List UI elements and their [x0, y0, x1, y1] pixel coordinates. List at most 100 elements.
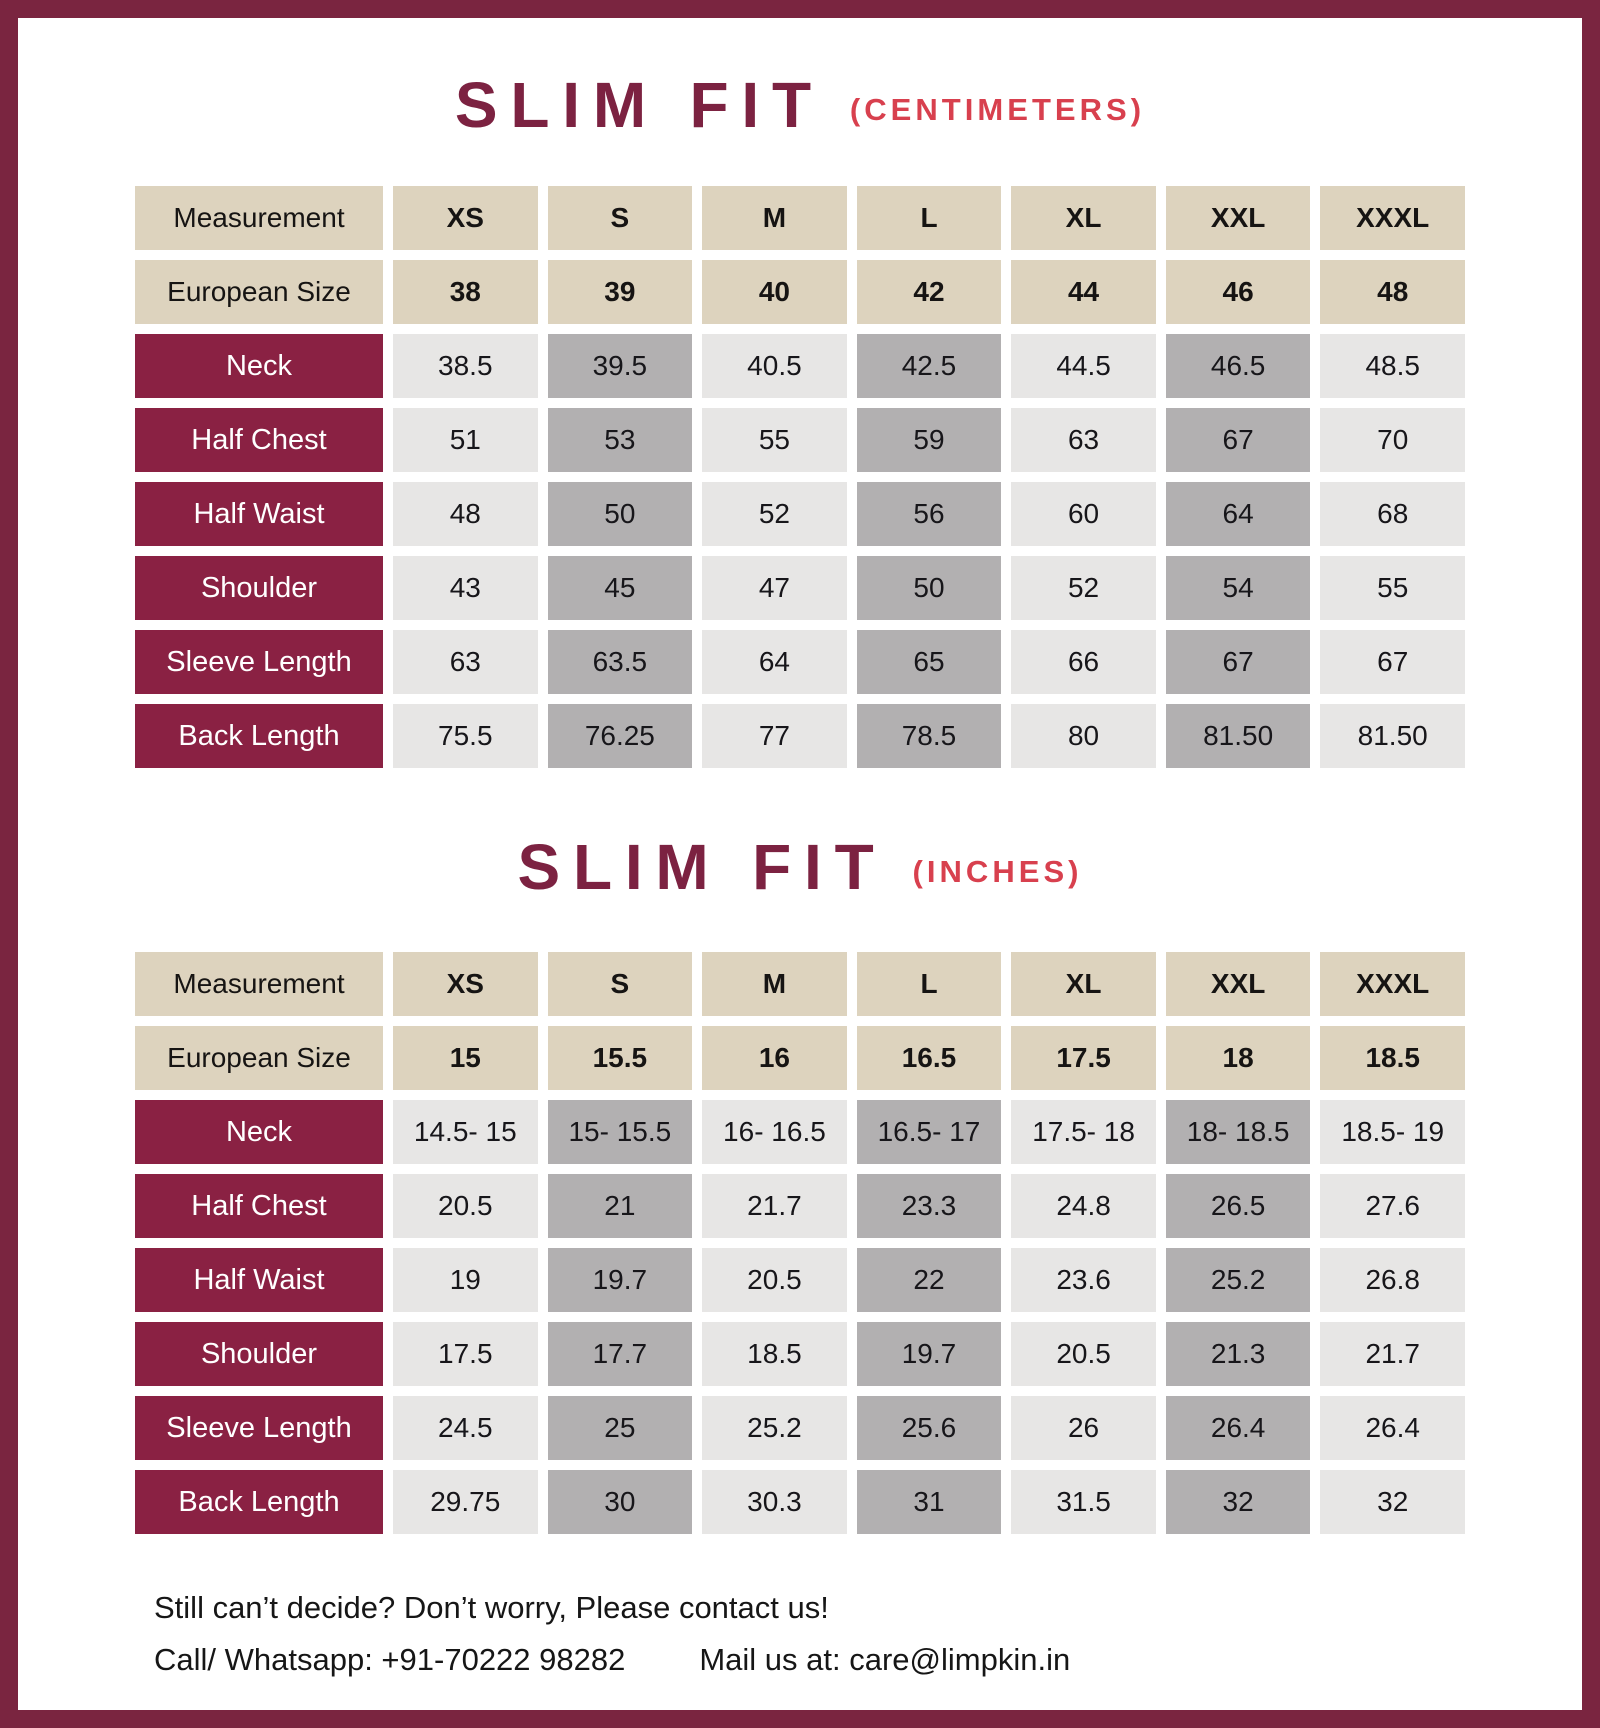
- measurement-value-cell: 21.7: [1320, 1322, 1465, 1386]
- row-label-cell: Half Chest: [135, 1174, 383, 1238]
- measurement-value-cell: 45: [547, 556, 693, 620]
- row-label-cell: Shoulder: [135, 1322, 383, 1386]
- european-size-value-cell: 46: [1165, 260, 1311, 324]
- measurement-value-cell: 67: [1165, 630, 1311, 694]
- european-size-value-cell: 15: [393, 1026, 538, 1090]
- measurement-value-cell: 19: [393, 1248, 538, 1312]
- measurement-value-cell: 24.5: [393, 1396, 538, 1460]
- measurement-value-cell: 63: [1011, 408, 1156, 472]
- size-header-cell: XS: [393, 952, 538, 1016]
- row-label-cell: Sleeve Length: [135, 1396, 383, 1460]
- measurement-value-cell: 24.8: [1011, 1174, 1156, 1238]
- measurement-value-cell: 44.5: [1011, 334, 1156, 398]
- european-size-value-cell: 18.5: [1320, 1026, 1465, 1090]
- measurement-value-cell: 19.7: [547, 1248, 693, 1312]
- measurement-value-cell: 75.5: [393, 704, 538, 768]
- title-text-cm: SLIM FIT: [454, 69, 824, 141]
- european-size-label-cell: European Size: [135, 1026, 383, 1090]
- european-size-value-cell: 44: [1011, 260, 1156, 324]
- measurement-value-cell: 23.3: [856, 1174, 1002, 1238]
- size-header-cell: XXXL: [1320, 186, 1465, 250]
- measurement-value-cell: 17.5- 18: [1011, 1100, 1156, 1164]
- measurement-value-cell: 21: [547, 1174, 693, 1238]
- measurement-value-cell: 48.5: [1320, 334, 1465, 398]
- european-size-value-cell: 48: [1320, 260, 1465, 324]
- measurement-value-cell: 63: [393, 630, 538, 694]
- measurement-value-cell: 26.4: [1165, 1396, 1311, 1460]
- row-label-cell: Back Length: [135, 704, 383, 768]
- size-header-cell: XS: [393, 186, 538, 250]
- measurement-value-cell: 25.2: [702, 1396, 847, 1460]
- measurement-value-cell: 25.6: [856, 1396, 1002, 1460]
- size-header-cell: L: [856, 186, 1002, 250]
- measurement-value-cell: 65: [856, 630, 1002, 694]
- measurement-value-cell: 70: [1320, 408, 1465, 472]
- measurement-value-cell: 27.6: [1320, 1174, 1465, 1238]
- row-label-cell: Shoulder: [135, 556, 383, 620]
- measurement-value-cell: 43: [393, 556, 538, 620]
- size-header-cell: XL: [1011, 186, 1156, 250]
- measurement-value-cell: 76.25: [547, 704, 693, 768]
- measurement-value-cell: 32: [1165, 1470, 1311, 1534]
- european-size-value-cell: 16.5: [856, 1026, 1002, 1090]
- row-label-cell: Back Length: [135, 1470, 383, 1534]
- measurement-value-cell: 23.6: [1011, 1248, 1156, 1312]
- measurement-value-cell: 40.5: [702, 334, 847, 398]
- measurement-value-cell: 14.5- 15: [393, 1100, 538, 1164]
- measurement-value-cell: 66: [1011, 630, 1156, 694]
- measurement-value-cell: 18.5- 19: [1320, 1100, 1465, 1164]
- measurement-value-cell: 53: [547, 408, 693, 472]
- measurement-value-cell: 51: [393, 408, 538, 472]
- measurement-value-cell: 16.5- 17: [856, 1100, 1002, 1164]
- measurement-value-cell: 26.8: [1320, 1248, 1465, 1312]
- measurement-value-cell: 30.3: [702, 1470, 847, 1534]
- european-size-label-cell: European Size: [135, 260, 383, 324]
- measurement-value-cell: 42.5: [856, 334, 1002, 398]
- measurement-value-cell: 21.3: [1165, 1322, 1311, 1386]
- size-table-centimeters: Measurement XS S M L XL XXL XXXL European Size 38…: [135, 186, 1465, 768]
- measurement-value-cell: 18.5: [702, 1322, 847, 1386]
- measurement-value-cell: 67: [1165, 408, 1311, 472]
- measurement-value-cell: 52: [1011, 556, 1156, 620]
- measurement-value-cell: 18- 18.5: [1165, 1100, 1311, 1164]
- measurement-value-cell: 68: [1320, 482, 1465, 546]
- measurement-value-cell: 46.5: [1165, 334, 1311, 398]
- measurement-value-cell: 67: [1320, 630, 1465, 694]
- size-header-cell: XXL: [1165, 952, 1311, 1016]
- measurement-value-cell: 17.7: [547, 1322, 693, 1386]
- measurement-value-cell: 80: [1011, 704, 1156, 768]
- measurement-value-cell: 20.5: [393, 1174, 538, 1238]
- title-inches: SLIM FIT (INCHES): [18, 826, 1582, 908]
- measurement-value-cell: 29.75: [393, 1470, 538, 1534]
- measurement-value-cell: 48: [393, 482, 538, 546]
- contact-footer: Still can’t decide? Don’t worry, Please …: [154, 1590, 1582, 1678]
- european-size-value-cell: 18: [1165, 1026, 1311, 1090]
- measurement-value-cell: 38.5: [393, 334, 538, 398]
- measurement-value-cell: 64: [702, 630, 847, 694]
- measurement-value-cell: 50: [547, 482, 693, 546]
- size-header-cell: S: [547, 186, 693, 250]
- measurement-value-cell: 60: [1011, 482, 1156, 546]
- measurement-value-cell: 26.5: [1165, 1174, 1311, 1238]
- row-label-cell: Sleeve Length: [135, 630, 383, 694]
- measurement-value-cell: 25.2: [1165, 1248, 1311, 1312]
- size-header-cell: M: [702, 952, 847, 1016]
- title-centimeters: SLIM FIT (CENTIMETERS): [18, 64, 1582, 146]
- measurement-value-cell: 55: [1320, 556, 1465, 620]
- measurement-value-cell: 78.5: [856, 704, 1002, 768]
- size-header-cell: XXXL: [1320, 952, 1465, 1016]
- measurement-value-cell: 20.5: [1011, 1322, 1156, 1386]
- row-label-cell: Half Waist: [135, 1248, 383, 1312]
- measurement-header-cell: Measurement: [135, 952, 383, 1016]
- measurement-value-cell: 77: [702, 704, 847, 768]
- measurement-value-cell: 20.5: [702, 1248, 847, 1312]
- size-header-cell: XL: [1011, 952, 1156, 1016]
- measurement-value-cell: 52: [702, 482, 847, 546]
- measurement-value-cell: 16- 16.5: [702, 1100, 847, 1164]
- measurement-value-cell: 30: [547, 1470, 693, 1534]
- measurement-value-cell: 81.50: [1165, 704, 1311, 768]
- measurement-value-cell: 15- 15.5: [547, 1100, 693, 1164]
- measurement-value-cell: 54: [1165, 556, 1311, 620]
- measurement-value-cell: 19.7: [856, 1322, 1002, 1386]
- measurement-value-cell: 26.4: [1320, 1396, 1465, 1460]
